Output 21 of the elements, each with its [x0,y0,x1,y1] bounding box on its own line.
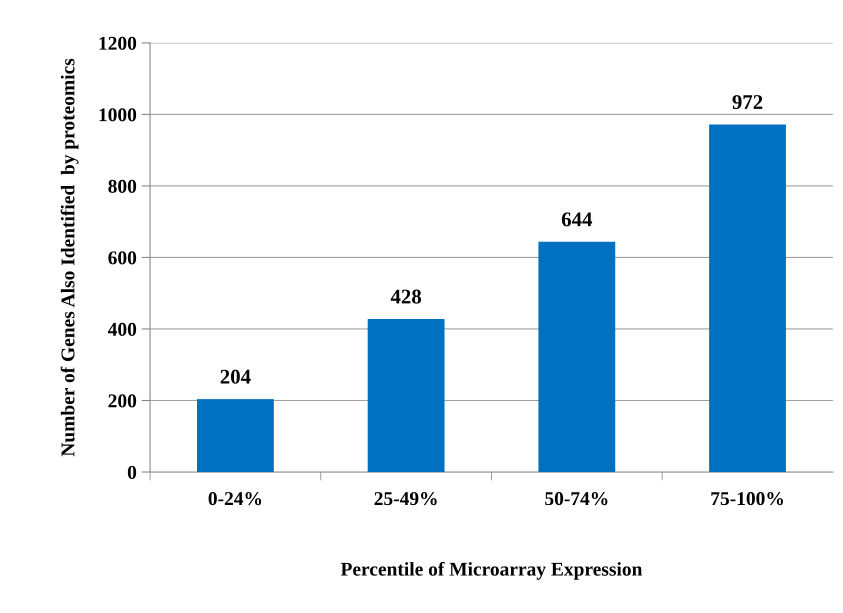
y-tick-label: 600 [108,251,136,264]
bar [197,399,274,472]
y-tick-label: 400 [108,322,136,336]
x-tick-label: 50-74% [545,492,608,506]
data-label: 204 [220,370,251,384]
y-tick-label: 0 [128,466,136,479]
y-tick-label: 800 [108,180,136,193]
x-tick-label: 75-100% [711,492,783,506]
bar [368,318,445,472]
y-tick-label: 1000 [100,108,136,122]
x-axis-title: Percentile of Microarray Expression [340,562,642,580]
y-tick-label: 1200 [100,36,136,50]
bar [709,124,786,472]
x-tick-label: 25-49% [374,492,437,506]
data-label: 972 [732,95,762,110]
x-tick-label: 0-24% [208,492,262,506]
data-label: 428 [390,290,422,304]
y-tick-label: 200 [108,394,136,408]
data-label: 644 [562,212,592,226]
y-axis-title: Number of Genes Also Identified by proteomics [60,58,79,456]
bar [538,242,616,472]
